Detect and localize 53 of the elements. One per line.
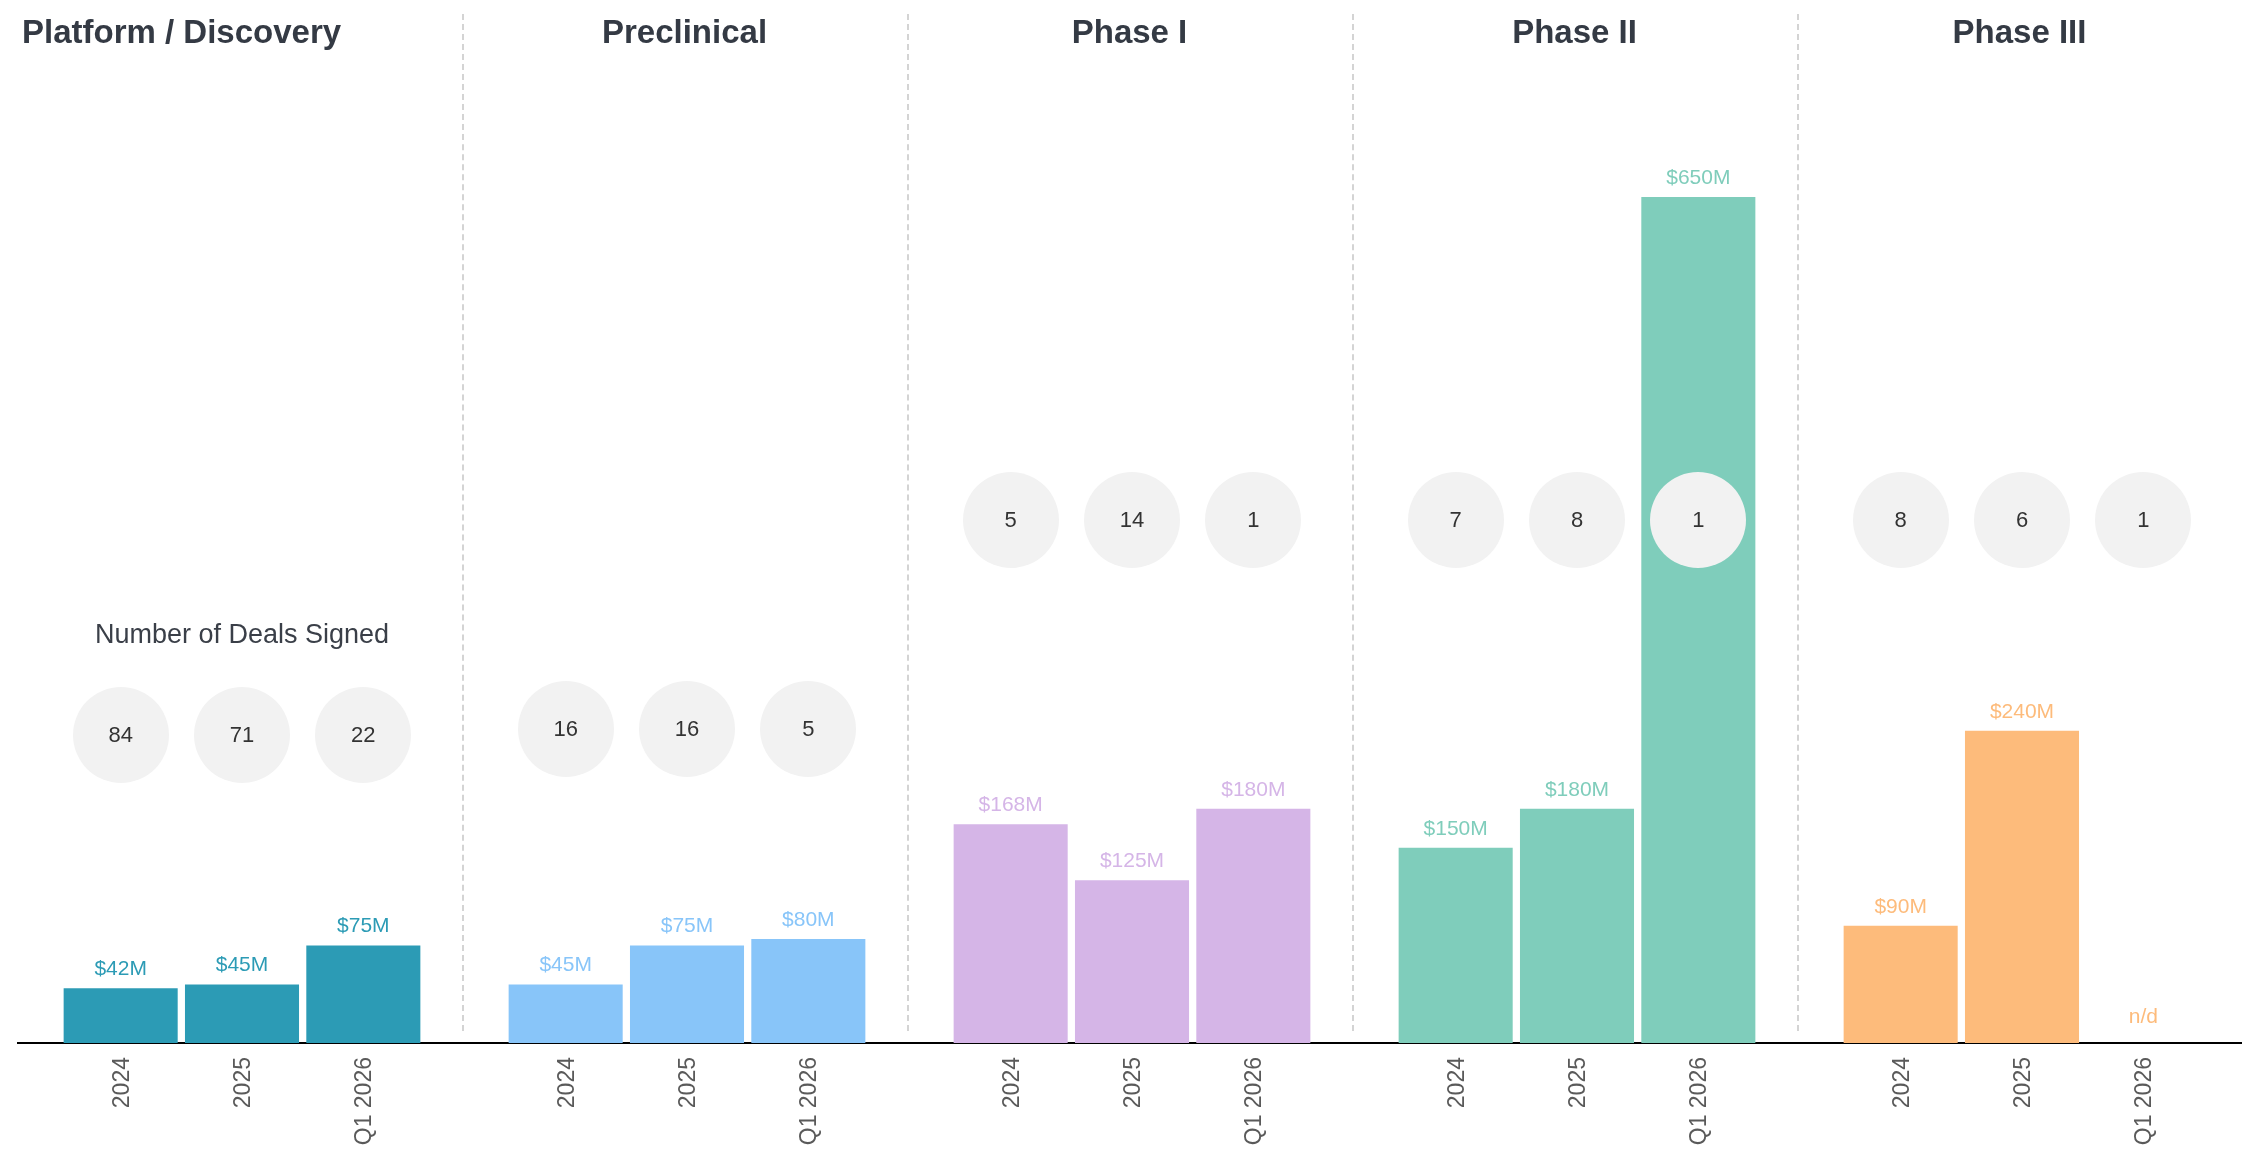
circle-badge: 5 bbox=[962, 471, 1059, 568]
data-label: $75M bbox=[337, 913, 390, 937]
data-label: $80M bbox=[782, 906, 835, 930]
circle-badge: 22 bbox=[315, 687, 412, 784]
data-label: $180M bbox=[1221, 776, 1286, 800]
x-tick-label: 2025 bbox=[229, 1057, 255, 1109]
x-tick-label: 2024 bbox=[107, 1056, 134, 1109]
x-tick-label: Q1 2026 bbox=[1240, 1057, 1267, 1146]
circle-badge: 1 bbox=[2095, 471, 2192, 568]
circle-badge: 16 bbox=[517, 680, 614, 777]
circle-badge: 6 bbox=[1974, 471, 2070, 568]
data-label: $90M bbox=[1874, 893, 1927, 917]
chart-title: Phase I bbox=[1071, 13, 1188, 50]
circle-badge: 8 bbox=[1852, 471, 1949, 568]
text: n/d bbox=[2128, 1004, 2158, 1027]
circle-badge: 7 bbox=[1407, 471, 1504, 568]
chart-title: Phase III bbox=[1952, 13, 2087, 50]
x-tick-label: 2024 bbox=[1887, 1056, 1914, 1109]
data-label: $168M bbox=[978, 792, 1043, 816]
chart-title: Phase II bbox=[1512, 13, 1637, 50]
circle-badge: 71 bbox=[194, 687, 290, 784]
circle-badge: 16 bbox=[639, 680, 735, 777]
x-tick-label: 2025 bbox=[1564, 1057, 1590, 1109]
x-tick-label: Q1 2026 bbox=[795, 1057, 822, 1146]
x-tick-label: 2024 bbox=[1442, 1056, 1469, 1109]
chart-title: Platform / Discovery bbox=[22, 13, 342, 50]
x-tick-label: 2024 bbox=[997, 1056, 1024, 1109]
circle-badge: 5 bbox=[760, 680, 857, 777]
annotation: 8 bbox=[1570, 506, 1584, 532]
x-tick-label: 2024 bbox=[552, 1056, 579, 1109]
data-label: $180M bbox=[1544, 776, 1610, 800]
x-tick-label: 2025 bbox=[674, 1057, 700, 1109]
data-label: $42M bbox=[94, 956, 147, 980]
x-tick-label: Q1 2026 bbox=[1685, 1057, 1712, 1146]
data-label: $150M bbox=[1423, 815, 1488, 839]
annotation: 1 bbox=[1692, 506, 1705, 532]
x-tick-label: 2025 bbox=[1119, 1057, 1145, 1109]
data-label: $240M bbox=[1989, 698, 2055, 722]
annotation: 7 bbox=[1449, 506, 1462, 532]
data-label: $125M bbox=[1099, 848, 1165, 872]
x-tick-label: Q1 2026 bbox=[2130, 1057, 2157, 1146]
x-tick-label: Q1 2026 bbox=[350, 1057, 377, 1146]
data-label: $45M bbox=[215, 952, 269, 976]
data-label: $650M bbox=[1666, 165, 1731, 188]
circle-badge: 8 bbox=[1529, 471, 1625, 568]
text: Number of Deals Signed bbox=[94, 619, 390, 650]
data-label: $75M bbox=[660, 913, 714, 937]
x-tick-label: 2025 bbox=[2009, 1057, 2035, 1109]
circle-badge: 1 bbox=[1205, 471, 1302, 568]
chart-title: Preclinical bbox=[601, 13, 768, 50]
data-label: $45M bbox=[539, 952, 592, 976]
circle-badge: 14 bbox=[1084, 471, 1180, 568]
circle-badge: 84 bbox=[72, 687, 169, 784]
